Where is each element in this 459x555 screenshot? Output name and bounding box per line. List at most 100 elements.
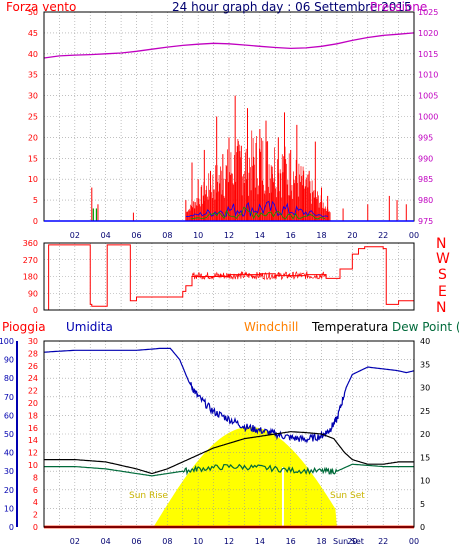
y-tick-label-humidity: 40 <box>4 449 14 458</box>
y-tick-label-direction: 270 <box>23 256 38 265</box>
sun-area-layer <box>153 427 337 527</box>
x-tick-label: 16 <box>286 231 296 240</box>
y-tick-label-wind: 45 <box>28 29 38 38</box>
dewpoint-title: Dew Point (°C <box>392 320 459 334</box>
x-tick-label: 08 <box>162 231 172 240</box>
y-tick-label-pressure: 1005 <box>418 92 438 101</box>
x-tick-label: 12 <box>224 231 234 240</box>
y-tick-label-humidity: 0 <box>9 523 14 532</box>
x-tick-label: 04 <box>101 231 111 240</box>
series-line-umidita <box>43 347 415 444</box>
direction-noise-line <box>191 270 327 281</box>
y-tick-label-rain: 26 <box>28 362 38 371</box>
x-tick-label: 04 <box>101 537 111 546</box>
y-tick-label-wind: 5 <box>33 196 38 205</box>
x-tick-label: 08 <box>162 537 172 546</box>
temperature-title: Temperatura <box>312 320 389 334</box>
y-tick-label-temperature: 15 <box>420 453 430 462</box>
y-tick-label-wind: 10 <box>28 175 38 184</box>
rain-title: Pioggia <box>2 320 46 334</box>
y-tick-label-humidity: 50 <box>4 430 14 439</box>
compass-w: W <box>436 251 450 267</box>
y-tick-label-temperature: 35 <box>420 360 430 369</box>
y-tick-label-wind: 15 <box>28 154 38 163</box>
x-tick-label: 20 <box>347 537 357 546</box>
sunrise-label: Sun Rise <box>129 491 168 501</box>
pressure-title: Pressione <box>370 0 428 14</box>
y-tick-label-wind: 35 <box>28 71 38 80</box>
wind-title: Forza vento <box>6 0 77 14</box>
sunset-label: Sun Set <box>330 491 365 501</box>
x-tick-label: 20 <box>347 231 357 240</box>
compass-n-bottom: N <box>436 300 447 316</box>
wind-gust-line <box>190 206 326 220</box>
wind-average-line <box>185 200 329 218</box>
y-tick-label-direction: 180 <box>23 273 38 282</box>
y-tick-label-rain: 12 <box>28 449 38 458</box>
y-tick-label-humidity: 80 <box>4 374 14 383</box>
y-tick-label-humidity: 30 <box>4 467 14 476</box>
y-tick-label-rain: 2 <box>33 511 38 520</box>
chart-title: 24 hour graph day : 06 Settembre 2015 <box>172 0 412 14</box>
x-tick-label: 22 <box>378 537 388 546</box>
y-tick-label-rain: 14 <box>28 436 38 445</box>
y-tick-label-rain: 24 <box>28 374 38 383</box>
y-tick-label-rain: 30 <box>28 337 38 346</box>
axes-layer <box>16 11 415 528</box>
y-tick-label-humidity: 70 <box>4 393 14 402</box>
x-tick-label: 16 <box>286 537 296 546</box>
y-tick-label-wind: 50 <box>28 8 38 17</box>
sunlight-area <box>153 427 337 527</box>
y-tick-label-rain: 16 <box>28 424 38 433</box>
y-tick-label-humidity: 20 <box>4 486 14 495</box>
y-tick-label-rain: 28 <box>28 349 38 358</box>
y-tick-label-pressure: 975 <box>418 217 433 226</box>
pressure-line <box>43 32 415 59</box>
y-tick-label-pressure: 1025 <box>418 8 438 17</box>
x-tick-label: 10 <box>193 537 203 546</box>
series-line-temperatura <box>44 431 414 475</box>
y-tick-label-wind: 20 <box>28 133 38 142</box>
x-tick-label: 10 <box>193 231 203 240</box>
compass-e: E <box>438 284 447 300</box>
y-tick-label-temperature: 20 <box>420 430 430 439</box>
y-tick-label-wind: 40 <box>28 50 38 59</box>
y-tick-label-wind: 30 <box>28 92 38 101</box>
y-tick-label-rain: 22 <box>28 387 38 396</box>
y-tick-label-pressure: 980 <box>418 196 433 205</box>
x-tick-label: 00 <box>409 537 419 546</box>
y-tick-label-humidity: 100 <box>0 337 14 346</box>
compass-n-top: N <box>436 236 447 252</box>
x-tick-label: 06 <box>131 231 141 240</box>
y-tick-label-temperature: 0 <box>420 523 425 532</box>
y-tick-label-wind: 0 <box>33 217 38 226</box>
y-tick-label-temperature: 5 <box>420 500 425 509</box>
sunset-bottom-label: Sun Set <box>333 537 364 546</box>
y-tick-label-pressure: 1000 <box>418 113 438 122</box>
y-tick-label-rain: 4 <box>33 498 38 507</box>
y-tick-label-direction: 360 <box>23 239 38 248</box>
y-tick-label-pressure: 1015 <box>418 50 438 59</box>
compass-s: S <box>438 267 447 283</box>
x-tick-label: 00 <box>409 231 419 240</box>
y-tick-label-rain: 6 <box>33 486 38 495</box>
panel-frame-temperature <box>43 340 415 528</box>
y-tick-label-pressure: 990 <box>418 154 433 163</box>
y-tick-label-rain: 8 <box>33 473 38 482</box>
y-tick-label-pressure: 1010 <box>418 71 438 80</box>
panel-frame-direction <box>43 242 415 311</box>
y-tick-label-wind: 25 <box>28 113 38 122</box>
x-tick-label: 06 <box>131 537 141 546</box>
y-tick-label-rain: 18 <box>28 411 38 420</box>
x-tick-label: 14 <box>255 537 265 546</box>
wind-series <box>91 95 407 221</box>
x-tick-label: 18 <box>316 537 326 546</box>
humidity-title: Umidita <box>66 320 113 334</box>
windchill-title: Windchill <box>244 320 299 334</box>
y-tick-label-direction: 90 <box>28 289 38 298</box>
y-tick-label-direction: 0 <box>33 306 38 315</box>
x-tick-label: 22 <box>378 231 388 240</box>
series-line-dew-point <box>44 463 414 477</box>
x-tick-label: 02 <box>70 537 80 546</box>
